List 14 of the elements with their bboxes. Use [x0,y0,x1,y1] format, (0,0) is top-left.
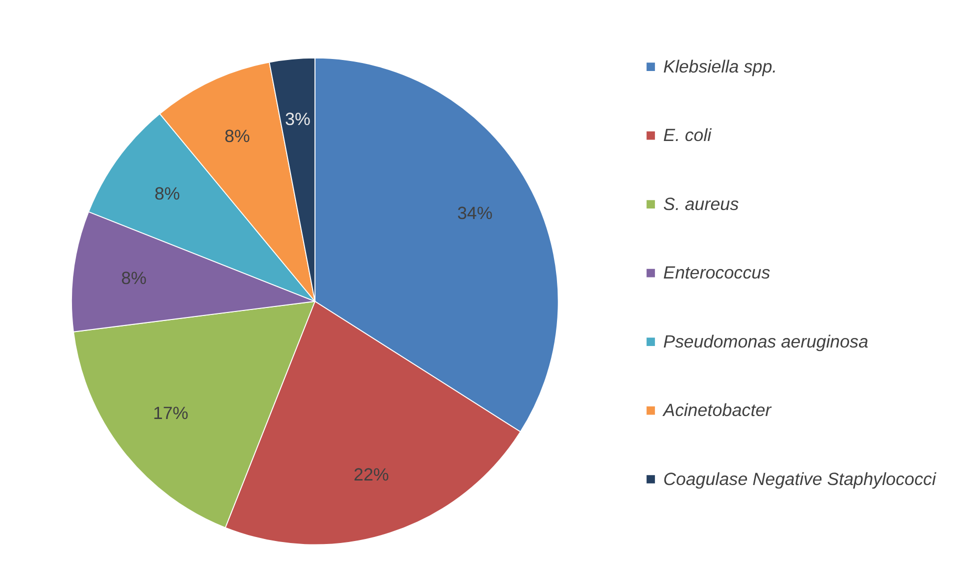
data-label: 17% [153,402,189,423]
data-label: 34% [457,202,493,223]
data-label: 8% [121,268,147,288]
legend-label: Enterococcus [663,262,770,283]
legend-label: Coagulase Negative Staphylococci [663,468,937,489]
legend-label: S. aureus [663,194,739,214]
data-label: 3% [285,109,311,130]
data-label: 8% [154,184,180,204]
legend-label: Klebsiella spp. [663,56,778,76]
legend-label: E. coli [663,125,712,146]
data-label: 22% [354,464,390,485]
legend-label: Acinetobacter [662,400,772,420]
data-label: 8% [224,126,250,146]
legend-label: Pseudomonas aeruginosa [663,331,868,352]
